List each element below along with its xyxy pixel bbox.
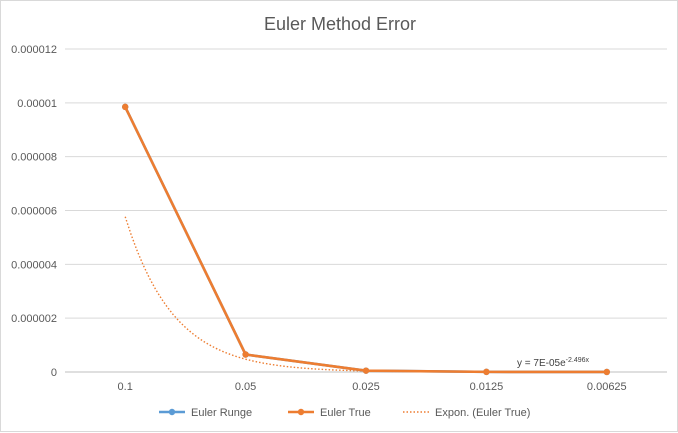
y-tick-label: 0.000008	[11, 152, 57, 164]
trendline-equation-main: y = 7E-05e	[517, 358, 566, 369]
x-tick-label: 0.00625	[587, 381, 627, 393]
legend-marker-euler-runge	[168, 408, 176, 416]
y-tick-label: 0.000002	[11, 313, 57, 325]
trendline-equation-exponent: -2.496x	[566, 357, 590, 364]
y-axis-ticks: 0 0.000002 0.000004 0.000006 0.000008 0.00001…	[11, 44, 57, 379]
trendline-equation: y = 7E-05e-2.496x	[517, 357, 590, 369]
series-euler-true-point	[122, 103, 129, 111]
x-axis-ticks: 0.1 0.05 0.025 0.0125 0.00625	[118, 381, 627, 393]
y-tick-label: 0	[51, 367, 57, 379]
y-tick-label: 0.000012	[11, 44, 57, 56]
trendline-curve	[124, 216, 607, 373]
x-tick-label: 0.0125	[470, 381, 504, 393]
x-tick-label: 0.1	[118, 381, 133, 393]
legend-label-expon-euler-true-: Expon. (Euler True)	[435, 407, 530, 419]
y-tick-label: 0.000006	[11, 206, 57, 218]
legend-label-euler-runge: Euler Runge	[191, 407, 252, 419]
legend-marker-euler-true	[297, 408, 305, 416]
series-euler-true-point	[362, 367, 370, 374]
trendline-layer	[124, 216, 607, 373]
x-tick-label: 0.05	[235, 381, 256, 393]
x-tick-label: 0.025	[352, 381, 380, 393]
chart-title: Euler Method Error	[264, 14, 416, 34]
legend-label-euler-true: Euler True	[320, 407, 371, 419]
y-tick-label: 0.00001	[17, 98, 57, 110]
series-euler-true-point	[242, 351, 249, 358]
series-euler-runge-line	[124, 106, 607, 374]
series-euler-true-point	[603, 368, 610, 376]
series-euler-true-line	[124, 106, 607, 374]
series-euler-true-point	[483, 368, 490, 376]
gridlines	[65, 48, 667, 373]
series-layer	[122, 103, 610, 376]
legend: Euler Runge Euler True Expon. (Euler True)	[159, 407, 530, 419]
y-tick-label: 0.000004	[11, 259, 57, 271]
